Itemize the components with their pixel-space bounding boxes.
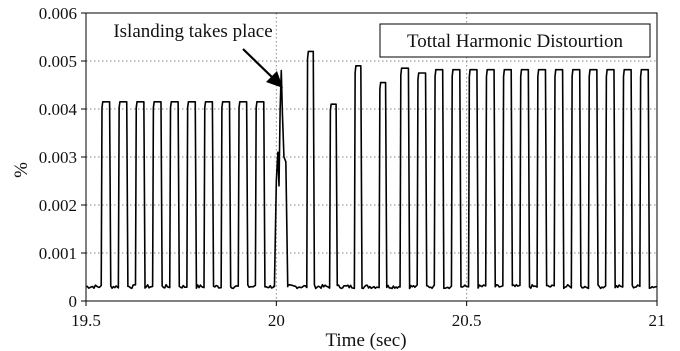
y-tick-label: 0.006 [39, 4, 77, 23]
legend-box [379, 23, 651, 58]
y-tick-label: 0.002 [39, 196, 77, 215]
thd-series-line [85, 50, 658, 290]
y-tick-label: 0.003 [39, 148, 77, 167]
axis-ticks: 0 0.001 0.002 0.003 0.004 0.005 0.006 19.5 20 20.… [39, 4, 666, 330]
x-tick-label: 20.5 [452, 311, 482, 330]
y-tick-label: 0.001 [39, 244, 77, 263]
islanding-annotation: Islanding takes place [113, 21, 283, 88]
x-axis-title: Time (sec) [325, 330, 406, 351]
annotation-arrow-shaft [242, 48, 276, 81]
x-tick-label: 21 [649, 311, 666, 330]
grid-lines [86, 13, 657, 301]
x-tick-label: 19.5 [71, 311, 101, 330]
legend: Tottal Harmonic Distourtion [379, 23, 651, 58]
y-tick-label: 0.004 [39, 100, 78, 119]
x-tick-label: 20 [268, 311, 285, 330]
annotation-text: Islanding takes place [113, 21, 272, 42]
legend-label: Tottal Harmonic Distourtion [407, 31, 624, 52]
y-tick-label: 0.005 [39, 52, 77, 71]
annotation-arrowhead [266, 71, 283, 88]
y-tick-label: 0 [69, 292, 78, 311]
y-axis-title: % [11, 162, 32, 178]
